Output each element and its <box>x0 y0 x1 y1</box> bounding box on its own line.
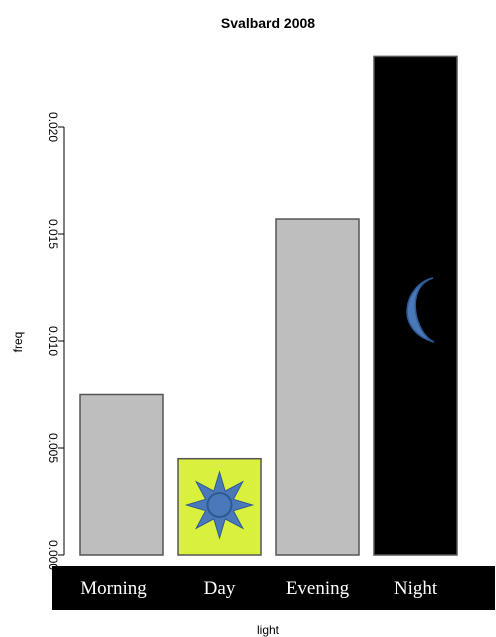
moon-icon <box>406 277 435 343</box>
bars <box>79 55 458 556</box>
category-label-day: Day <box>204 578 236 599</box>
y-axis-label: freq <box>11 332 25 353</box>
y-tick-label: 0.005 <box>46 433 60 463</box>
y-tick-label: 0.010 <box>46 326 60 356</box>
category-label-band <box>52 566 495 610</box>
bar-evening <box>275 218 360 556</box>
category-label-morning: Morning <box>80 578 147 599</box>
x-axis-label: light <box>257 623 280 637</box>
y-tick-label: 0.020 <box>46 112 60 142</box>
category-label-evening: Evening <box>286 578 350 599</box>
y-axis: 0.000 0.005 0.010 0.015 0.020 <box>46 112 65 570</box>
sun-icon <box>184 470 255 540</box>
bar-morning <box>79 393 164 556</box>
y-tick-label: 0.015 <box>46 219 60 249</box>
category-labels: Morning Day Evening Night <box>80 578 438 599</box>
category-label-night: Night <box>394 578 438 599</box>
chart-title: Svalbard 2008 <box>221 15 315 31</box>
y-tick-label: 0.000 <box>46 540 60 570</box>
